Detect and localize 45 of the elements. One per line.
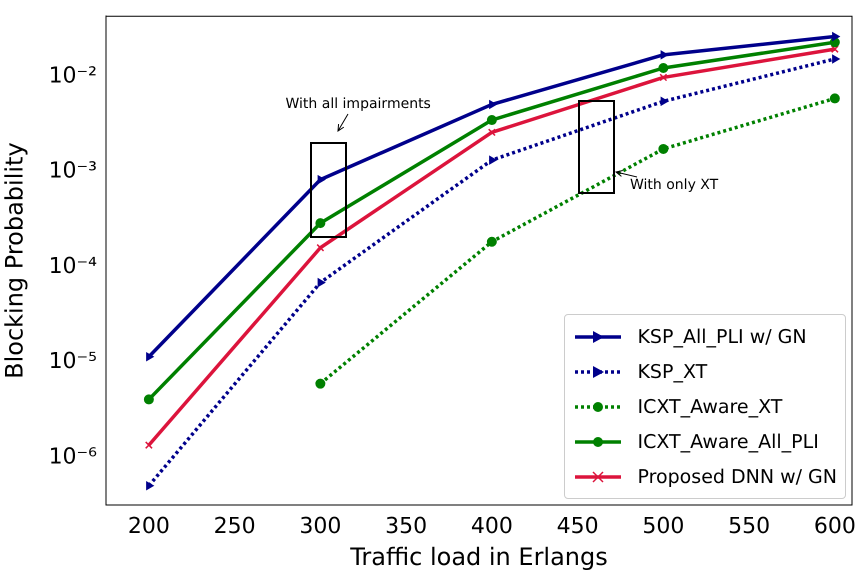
x-tick-label: 350 xyxy=(385,514,428,539)
point xyxy=(830,45,839,54)
point xyxy=(146,352,154,362)
point xyxy=(489,156,497,164)
y-tick-label: 10⁻⁶ xyxy=(48,444,98,470)
point xyxy=(489,100,497,109)
point xyxy=(318,278,326,287)
point xyxy=(315,378,326,389)
legend-label: KSP_All_PLI w/ GN xyxy=(637,326,807,348)
point xyxy=(830,93,840,104)
y-tick-label: 10⁻⁵ xyxy=(48,349,97,374)
x-axis-title: Traffic load in Erlangs xyxy=(349,542,608,571)
point xyxy=(486,236,497,247)
annotation: With all impairments xyxy=(286,96,431,112)
legend-label: ICXT_Aware_XT xyxy=(637,396,782,418)
point xyxy=(658,144,668,154)
point xyxy=(660,96,668,106)
point xyxy=(318,175,326,184)
y-tick-label: 10⁻³ xyxy=(48,158,97,184)
point xyxy=(144,441,153,450)
x-tick-label: 300 xyxy=(299,514,342,539)
point xyxy=(832,32,840,41)
x-tick-label: 400 xyxy=(470,514,513,539)
point xyxy=(146,481,154,490)
x-tick-label: 250 xyxy=(214,514,256,539)
x-tick-label: 500 xyxy=(642,514,684,539)
annotation: With only XT xyxy=(630,177,718,193)
point xyxy=(832,54,840,64)
point xyxy=(488,128,496,136)
x-tick-label: 550 xyxy=(728,514,770,539)
point xyxy=(144,394,154,404)
legend-label: Proposed DNN w/ GN xyxy=(637,466,837,488)
x-tick-label: 450 xyxy=(556,514,599,539)
y-axis-title: Blocking Probability xyxy=(0,142,29,379)
point xyxy=(316,244,324,252)
point xyxy=(658,63,668,74)
y-tick-label: 10⁻⁴ xyxy=(48,254,98,279)
point xyxy=(659,73,668,82)
y-tick-label: 10⁻² xyxy=(48,63,97,88)
x-tick-label: 200 xyxy=(128,514,170,539)
legend-label: KSP_XT xyxy=(637,360,708,382)
x-tick-label: 600 xyxy=(814,514,856,539)
point xyxy=(486,115,497,126)
legend-label: ICXT_Aware_All_PLI xyxy=(637,430,819,452)
point xyxy=(315,218,326,228)
